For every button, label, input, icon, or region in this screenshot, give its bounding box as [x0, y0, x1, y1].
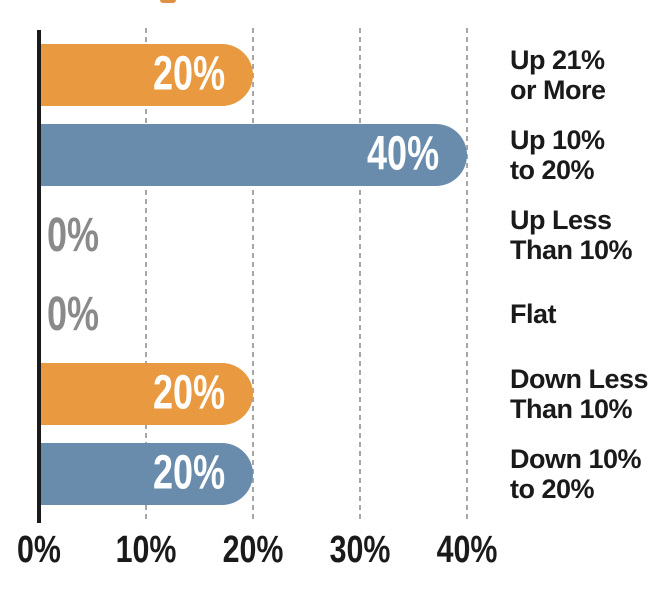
- x-tick-0%: 0%: [17, 529, 61, 571]
- gridline-10%: [145, 28, 147, 523]
- x-tick-30%: 30%: [329, 529, 391, 571]
- category-label-line: Than 10%: [510, 235, 633, 265]
- gridline-20%: [252, 28, 254, 523]
- zero-value-label-flat: 0%: [47, 287, 100, 341]
- zero-value-label-up-less-than-10: 0%: [47, 208, 100, 262]
- bar-value-label-down-less-than-10: 20%: [152, 366, 225, 420]
- category-label-line: Than 10%: [510, 394, 633, 424]
- category-label-line: Up 21%: [510, 45, 605, 75]
- category-label-up-21-or-more: Up 21% or More: [510, 42, 650, 108]
- x-tick-10%: 10%: [115, 529, 177, 571]
- category-label-line: to 20%: [510, 474, 595, 504]
- category-label-flat: Flat: [510, 281, 650, 347]
- gridline-30%: [359, 28, 361, 523]
- category-label-line: or More: [510, 75, 606, 105]
- bar-down-less-than-10: 20%: [41, 363, 253, 425]
- category-label-line: Up 10%: [510, 125, 605, 155]
- bar-value-label-up-21-or-more: 20%: [152, 47, 225, 101]
- bar-value-label-down-10-to-20: 20%: [152, 446, 225, 500]
- gridline-40%: [466, 28, 468, 523]
- category-label-down-10-to-20: Down 10% to 20%: [510, 441, 650, 507]
- category-label-up-less-than-10: Up Less Than 10%: [510, 202, 650, 268]
- category-label-line: Up Less: [510, 205, 612, 235]
- category-label-line: Down 10%: [510, 444, 642, 474]
- bar-value-label-up-10-to-20: 40%: [366, 127, 439, 181]
- y-axis-line: [37, 30, 41, 523]
- category-label-line: to 20%: [510, 155, 595, 185]
- category-label-up-10-to-20: Up 10% to 20%: [510, 122, 650, 188]
- cropped-title-fragment: [160, 0, 176, 3]
- bar-up-10-to-20: 40%: [41, 124, 467, 186]
- category-label-down-less-than-10: Down Less Than 10%: [510, 361, 650, 427]
- category-label-line: Flat: [510, 299, 557, 329]
- x-tick-40%: 40%: [436, 529, 498, 571]
- bar-down-10-to-20: 20%: [41, 443, 253, 505]
- category-label-line: Down Less: [510, 364, 649, 394]
- bar-up-21-or-more: 20%: [41, 44, 253, 106]
- x-tick-20%: 20%: [222, 529, 284, 571]
